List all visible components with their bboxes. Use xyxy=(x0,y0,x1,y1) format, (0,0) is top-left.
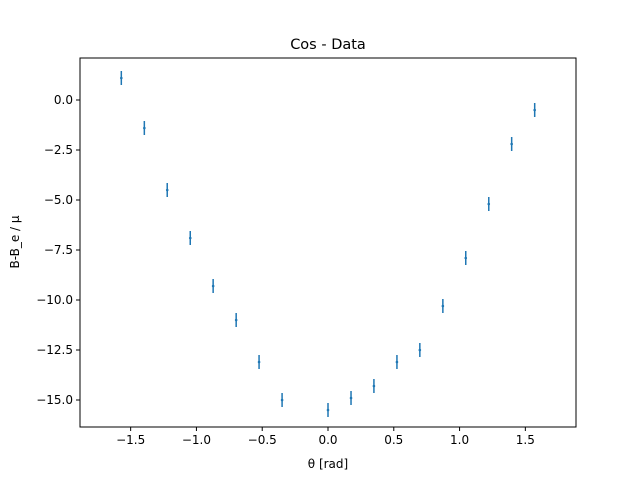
y-axis-label: B-B_e / μ xyxy=(8,215,22,268)
plot-frame xyxy=(79,57,577,428)
chart-title: Cos - Data xyxy=(290,37,366,53)
data-point xyxy=(257,360,261,364)
x-tick-label: 1.0 xyxy=(450,433,469,447)
data-point xyxy=(280,398,284,402)
data-point xyxy=(533,108,536,112)
x-tick-label: −0.5 xyxy=(248,433,277,447)
data-point xyxy=(441,304,445,308)
x-tick-label: 1.5 xyxy=(516,433,535,447)
y-tick-label: −15.0 xyxy=(36,393,73,407)
x-axis-label: θ [rad] xyxy=(308,457,348,471)
data-point xyxy=(211,284,215,288)
x-tick-label: −1.5 xyxy=(116,433,145,447)
data-point xyxy=(143,126,146,130)
y-tick-label: −2.5 xyxy=(44,143,73,157)
data-point xyxy=(349,396,353,400)
data-point xyxy=(165,188,169,192)
data-point xyxy=(188,236,192,240)
x-tick-label: 0.0 xyxy=(318,433,337,447)
y-tick-label: −12.5 xyxy=(36,343,73,357)
data-point xyxy=(510,142,513,146)
data-point xyxy=(464,256,468,260)
x-axis-ticks: −1.5 −1.0 −0.5 0.0 0.5 1.0 1.5 xyxy=(116,427,535,447)
data-point xyxy=(372,384,376,388)
y-axis-ticks: 0.0 −2.5 −5.0 −7.5 −10.0 −12.5 −15.0 xyxy=(36,93,80,407)
plot-marks xyxy=(120,71,536,417)
data-point xyxy=(487,202,491,206)
y-tick-label: 0.0 xyxy=(54,93,73,107)
data-point xyxy=(326,408,330,412)
x-tick-label: 0.5 xyxy=(384,433,403,447)
y-tick-label: −5.0 xyxy=(44,193,73,207)
y-tick-label: −10.0 xyxy=(36,293,73,307)
data-point xyxy=(234,318,238,322)
data-point xyxy=(418,348,422,352)
data-point xyxy=(395,360,399,364)
y-tick-label: −7.5 xyxy=(44,243,73,257)
x-tick-label: −1.0 xyxy=(182,433,211,447)
data-point xyxy=(120,76,123,80)
